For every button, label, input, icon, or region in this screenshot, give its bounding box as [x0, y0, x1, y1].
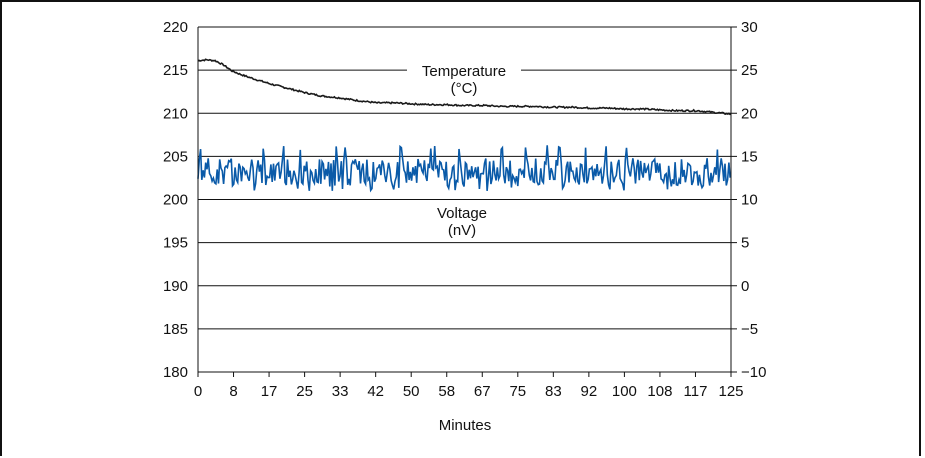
- series-label-unit: (°C): [451, 80, 478, 97]
- y-right-tick-label: 5: [741, 235, 749, 252]
- y-left-tick-label: 195: [163, 235, 188, 252]
- y-left-tick-label: 200: [163, 192, 188, 209]
- axes: [197, 26, 737, 377]
- grid-lines: [198, 69, 731, 330]
- x-tick-label: 108: [647, 383, 672, 400]
- y-left-tick-label: 190: [163, 278, 188, 295]
- voltage-series: [197, 144, 731, 193]
- series-label-name: Voltage: [437, 205, 487, 222]
- series-labels: Temperature(°C) Voltage(nV): [407, 62, 521, 240]
- y-left-tick-label: 205: [163, 148, 188, 165]
- x-tick-label: 117: [684, 383, 708, 400]
- x-tick-label: 42: [367, 383, 384, 400]
- x-tick-label: 75: [509, 383, 526, 400]
- x-tick-label: 125: [718, 383, 743, 400]
- x-tick-label: 58: [438, 383, 455, 400]
- x-tick-label: 17: [261, 383, 278, 400]
- y-left-tick-label: 210: [163, 105, 188, 122]
- y-right-tick-label: 20: [741, 105, 758, 122]
- series-label-name: Temperature: [422, 63, 506, 80]
- y-left-tick-label: 180: [163, 364, 188, 381]
- x-tick-label: 33: [332, 383, 349, 400]
- x-tick-label: 0: [194, 383, 202, 400]
- y-right-tick-label: 0: [741, 278, 749, 295]
- series-label-bg: [407, 62, 521, 98]
- x-axis-label: Minutes: [439, 417, 492, 434]
- y-right-tick-label: −10: [741, 364, 766, 381]
- y-right-tick-label: 15: [741, 148, 758, 165]
- y-left-tick-label: 220: [163, 19, 188, 36]
- y-right-tick-label: −5: [741, 321, 758, 338]
- x-tick-label: 8: [229, 383, 237, 400]
- temperature-line: [197, 58, 731, 116]
- x-tick-label: 92: [581, 383, 598, 400]
- y-left-tick-label: 215: [163, 62, 188, 79]
- x-tick-label: 67: [474, 383, 491, 400]
- y-right-tick-label: 25: [741, 62, 758, 79]
- series-label-unit: (nV): [448, 222, 476, 239]
- x-tick-label: 100: [612, 383, 637, 400]
- y-right-tick-label: 10: [741, 192, 758, 209]
- y-right-tick-label: 30: [741, 19, 758, 36]
- series-label-bg: [427, 204, 497, 240]
- temperature-series: [197, 58, 731, 116]
- x-tick-label: 50: [403, 383, 420, 400]
- voltage-line: [197, 144, 731, 193]
- y-left-tick-label: 185: [163, 321, 188, 338]
- tick-labels: 180 −10 185 −5 190 0 195 5 200 10 205 15 210 20 215 25 2…: [163, 19, 766, 400]
- x-tick-label: 25: [296, 383, 313, 400]
- x-tick-label: 83: [545, 383, 562, 400]
